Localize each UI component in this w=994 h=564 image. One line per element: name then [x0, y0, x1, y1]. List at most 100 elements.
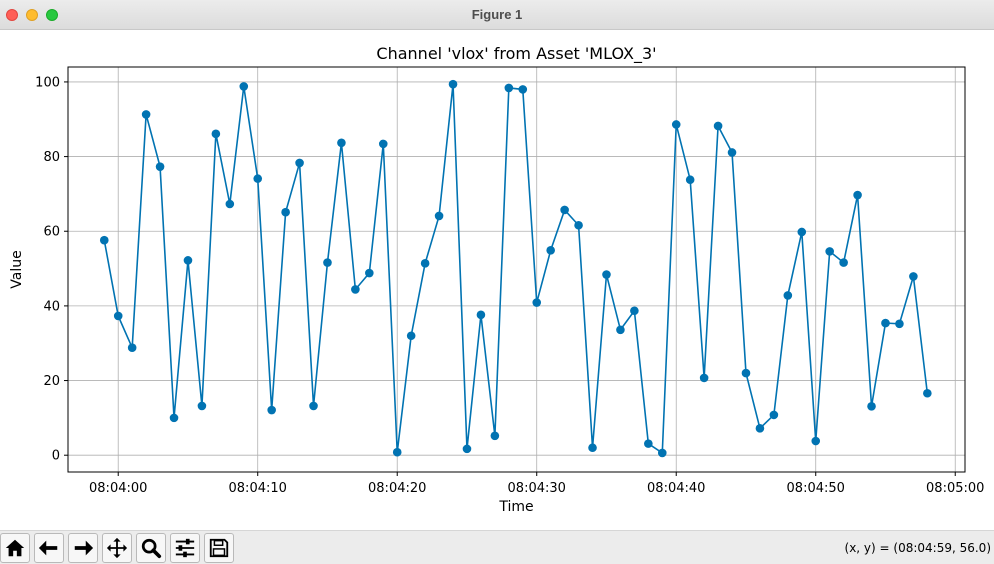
data-point	[448, 79, 458, 89]
data-point	[462, 444, 472, 454]
data-point	[239, 82, 249, 91]
data-point	[616, 325, 625, 335]
data-point	[113, 311, 123, 321]
data-point	[560, 205, 569, 215]
y-tick-label: 100	[35, 75, 60, 90]
forward-button[interactable]	[68, 533, 98, 563]
data-point	[337, 138, 346, 148]
maximize-window-button[interactable]	[46, 9, 58, 21]
home-icon	[5, 539, 25, 557]
data-point	[671, 120, 681, 129]
data-point	[895, 319, 904, 329]
data-point	[420, 259, 430, 268]
data-point	[225, 199, 235, 209]
x-axis-label: Time	[498, 499, 533, 515]
configure-subplots-icon	[175, 538, 195, 558]
data-point	[309, 401, 318, 411]
data-point	[295, 158, 304, 168]
window-titlebar: Figure 1	[0, 0, 994, 30]
chart-title: Channel 'vlox' from Asset 'MLOX_3'	[376, 44, 656, 64]
data-point	[685, 175, 695, 185]
data-point	[183, 256, 193, 265]
data-point	[378, 139, 388, 149]
pan-move-icon	[106, 537, 128, 559]
data-point	[253, 174, 263, 183]
data-point	[504, 83, 514, 93]
data-point	[630, 306, 639, 316]
y-tick-label: 40	[43, 299, 60, 314]
minimize-window-button[interactable]	[26, 9, 38, 21]
data-point	[127, 343, 137, 353]
x-tick-label: 08:04:00	[89, 481, 147, 496]
data-point	[532, 298, 542, 307]
data-point	[574, 220, 583, 230]
x-tick-label: 08:04:40	[647, 481, 705, 496]
x-tick-label: 08:04:10	[229, 481, 287, 496]
data-point	[699, 373, 709, 383]
data-point	[99, 235, 109, 245]
data-point	[323, 258, 332, 267]
y-tick-label: 20	[43, 374, 60, 389]
navigation-toolbar	[0, 530, 994, 564]
data-point	[155, 162, 165, 171]
cursor-coordinates: (x, y) = (08:04:59, 56.0)	[844, 541, 991, 555]
data-point	[727, 148, 737, 157]
forward-arrow-icon	[74, 540, 94, 556]
data-point	[853, 190, 862, 200]
data-point	[867, 402, 876, 411]
data-point	[588, 443, 597, 453]
line-chart[interactable]: 08:04:00 08:04:10 08:04:20 08:04:30 08:04:40…	[0, 30, 994, 530]
data-point	[392, 447, 402, 457]
data-point	[825, 247, 834, 256]
zoom-button[interactable]	[136, 533, 166, 563]
back-arrow-icon	[38, 540, 58, 556]
series-line	[103, 84, 929, 455]
data-point	[783, 291, 793, 300]
data-point	[881, 318, 890, 328]
data-point	[141, 110, 151, 119]
data-point	[365, 268, 374, 278]
data-point	[267, 405, 276, 415]
data-point	[434, 211, 444, 221]
window-title: Figure 1	[471, 7, 523, 22]
y-axis-label: Value	[9, 250, 25, 288]
home-button[interactable]	[0, 533, 30, 563]
data-point	[811, 436, 821, 446]
y-tick-label: 0	[52, 449, 60, 464]
data-point	[546, 245, 555, 255]
data-point	[602, 270, 611, 279]
data-point	[741, 368, 751, 378]
pan-button[interactable]	[102, 533, 132, 563]
data-point	[713, 121, 723, 131]
data-point	[518, 85, 528, 94]
back-button[interactable]	[34, 533, 64, 563]
data-point	[644, 439, 653, 448]
data-point	[211, 129, 221, 139]
close-window-button[interactable]	[6, 9, 18, 21]
data-point	[476, 310, 486, 320]
data-point	[769, 410, 779, 420]
data-point	[169, 413, 179, 423]
data-point	[351, 285, 360, 294]
data-point	[755, 424, 765, 433]
x-tick-label: 08:04:30	[508, 481, 566, 496]
data-point	[406, 331, 416, 341]
data-point	[281, 207, 290, 217]
x-tick-label: 08:05:00	[926, 481, 984, 496]
data-point	[490, 431, 500, 441]
axes-frame	[67, 66, 966, 473]
y-tick-label: 80	[43, 150, 60, 165]
data-point	[909, 272, 918, 281]
save-button[interactable]	[204, 533, 234, 563]
data-point	[657, 448, 667, 458]
configure-subplots-button[interactable]	[170, 533, 200, 563]
save-floppy-icon	[209, 538, 229, 558]
data-point	[197, 401, 207, 411]
x-tick-label: 08:04:50	[787, 481, 845, 496]
y-tick-label: 60	[43, 225, 60, 240]
zoom-magnifier-icon	[141, 538, 162, 559]
plot-area	[68, 67, 965, 472]
data-point	[839, 258, 848, 267]
x-tick-label: 08:04:20	[368, 481, 426, 496]
data-point	[797, 227, 807, 237]
